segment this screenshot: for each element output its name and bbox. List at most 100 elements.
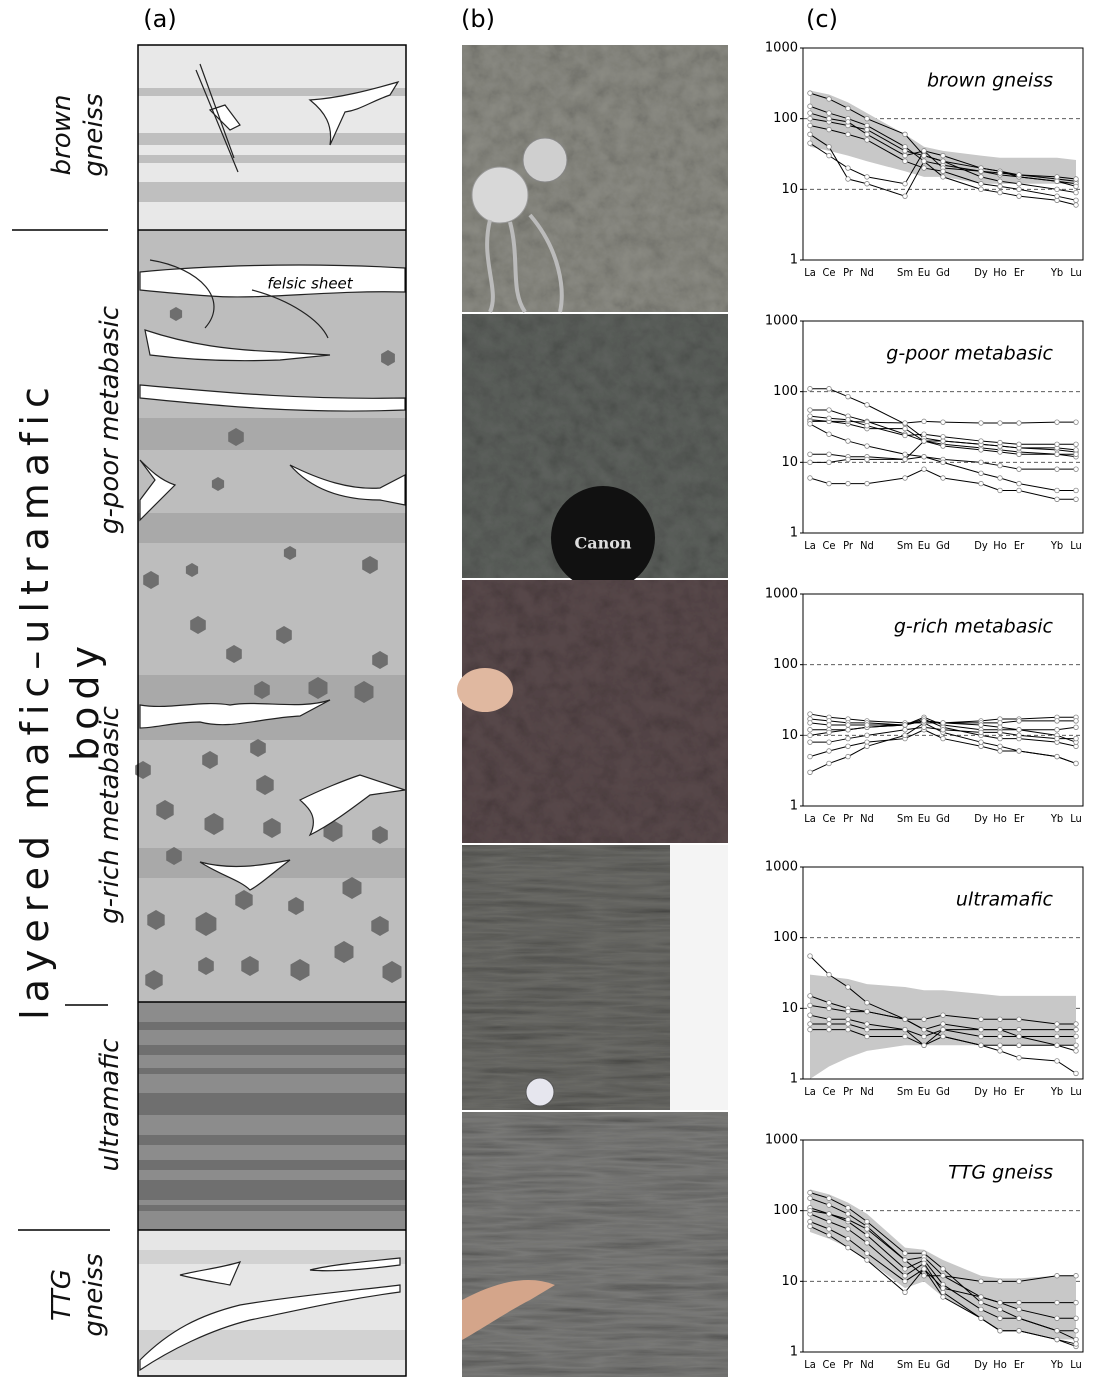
- data-point: [827, 111, 832, 116]
- data-point: [979, 1279, 984, 1284]
- data-point: [865, 1009, 870, 1014]
- data-point: [922, 725, 927, 730]
- y-tick-label: 1000: [765, 41, 798, 56]
- data-point: [1017, 467, 1022, 472]
- data-point: [998, 1034, 1003, 1039]
- x-tick-label: Dy: [974, 266, 988, 279]
- x-tick-label: Nd: [860, 539, 874, 552]
- data-point: [1074, 488, 1079, 493]
- y-tick-label: 1000: [765, 860, 798, 875]
- x-tick-label: Sm: [897, 539, 913, 552]
- data-point: [1055, 754, 1060, 759]
- data-point: [922, 1267, 927, 1272]
- x-tick-label: Ce: [822, 812, 835, 825]
- data-point: [903, 723, 908, 728]
- data-point: [846, 1212, 851, 1217]
- data-point: [1017, 727, 1022, 732]
- x-tick-label: Lu: [1070, 266, 1082, 279]
- data-point: [827, 386, 832, 391]
- data-point: [808, 727, 813, 732]
- data-point: [1074, 1043, 1079, 1048]
- data-point: [808, 408, 813, 413]
- data-point: [1017, 452, 1022, 457]
- data-point: [865, 1258, 870, 1263]
- data-point: [941, 434, 946, 439]
- data-point: [827, 1212, 832, 1217]
- data-point: [827, 761, 832, 766]
- data-point: [1055, 1043, 1060, 1048]
- data-point: [903, 1267, 908, 1272]
- data-point: [1017, 481, 1022, 486]
- unit-label: TTG gneiss: [46, 1245, 110, 1345]
- data-point: [903, 1251, 908, 1256]
- y-tick-label: 1: [790, 1345, 798, 1360]
- data-point: [846, 120, 851, 125]
- data-point: [827, 1022, 832, 1027]
- data-point: [903, 433, 908, 438]
- data-point: [941, 169, 946, 174]
- data-point: [979, 1307, 984, 1312]
- data-point: [827, 1196, 832, 1201]
- data-point: [1017, 1055, 1022, 1060]
- data-point: [846, 166, 851, 171]
- data-point: [1074, 467, 1079, 472]
- panel-label: (a): [143, 5, 176, 33]
- data-point: [827, 972, 832, 977]
- data-point: [827, 1027, 832, 1032]
- data-point: [827, 740, 832, 745]
- data-point: [846, 417, 851, 422]
- data-point: [827, 723, 832, 728]
- data-point: [979, 460, 984, 465]
- x-tick-label: Pr: [843, 539, 854, 552]
- data-point: [1055, 420, 1060, 425]
- x-tick-label: Nd: [860, 1358, 874, 1371]
- range-band: [810, 975, 1076, 1079]
- chart-title: ultramafic: [956, 889, 1054, 911]
- data-point: [846, 177, 851, 182]
- photo-object: [526, 1078, 554, 1106]
- data-point: [1074, 1034, 1079, 1039]
- data-point: [903, 421, 908, 426]
- data-point: [827, 153, 832, 158]
- data-point: [1055, 1316, 1060, 1321]
- photo: [462, 1112, 728, 1377]
- data-point: [979, 471, 984, 476]
- data-point: [1074, 177, 1079, 182]
- y-tick-label: 10: [781, 728, 798, 743]
- data-point: [846, 985, 851, 990]
- data-point: [998, 488, 1003, 493]
- data-point: [846, 744, 851, 749]
- figure: (a) (b) (c) felsic sheet Canon 110100100…: [0, 0, 1093, 1377]
- x-tick-label: Gd: [936, 1085, 950, 1098]
- data-point: [865, 1027, 870, 1032]
- y-tick-label: 100: [773, 1203, 798, 1218]
- x-tick-label: Ho: [993, 1358, 1007, 1371]
- data-point: [808, 740, 813, 745]
- data-point: [998, 463, 1003, 468]
- data-point: [1074, 1342, 1079, 1347]
- data-point: [979, 1295, 984, 1300]
- data-point: [1055, 467, 1060, 472]
- data-point: [865, 1000, 870, 1005]
- data-point: [846, 394, 851, 399]
- data-point: [998, 171, 1003, 176]
- data-point: [941, 444, 946, 449]
- data-point: [827, 116, 832, 121]
- data-point: [998, 440, 1003, 445]
- data-point: [1055, 497, 1060, 502]
- data-point: [1074, 190, 1079, 195]
- data-point: [1055, 1022, 1060, 1027]
- data-point: [846, 1245, 851, 1250]
- body-label: layered mafic–ultramafic body: [10, 350, 60, 1050]
- data-point: [941, 159, 946, 164]
- data-point: [979, 740, 984, 745]
- data-point: [846, 1009, 851, 1014]
- data-point: [865, 423, 870, 428]
- data-point: [941, 1286, 946, 1291]
- data-point: [922, 153, 927, 158]
- data-point: [903, 194, 908, 199]
- data-point: [865, 1241, 870, 1246]
- data-point: [998, 190, 1003, 195]
- data-point: [1074, 420, 1079, 425]
- data-point: [998, 421, 1003, 426]
